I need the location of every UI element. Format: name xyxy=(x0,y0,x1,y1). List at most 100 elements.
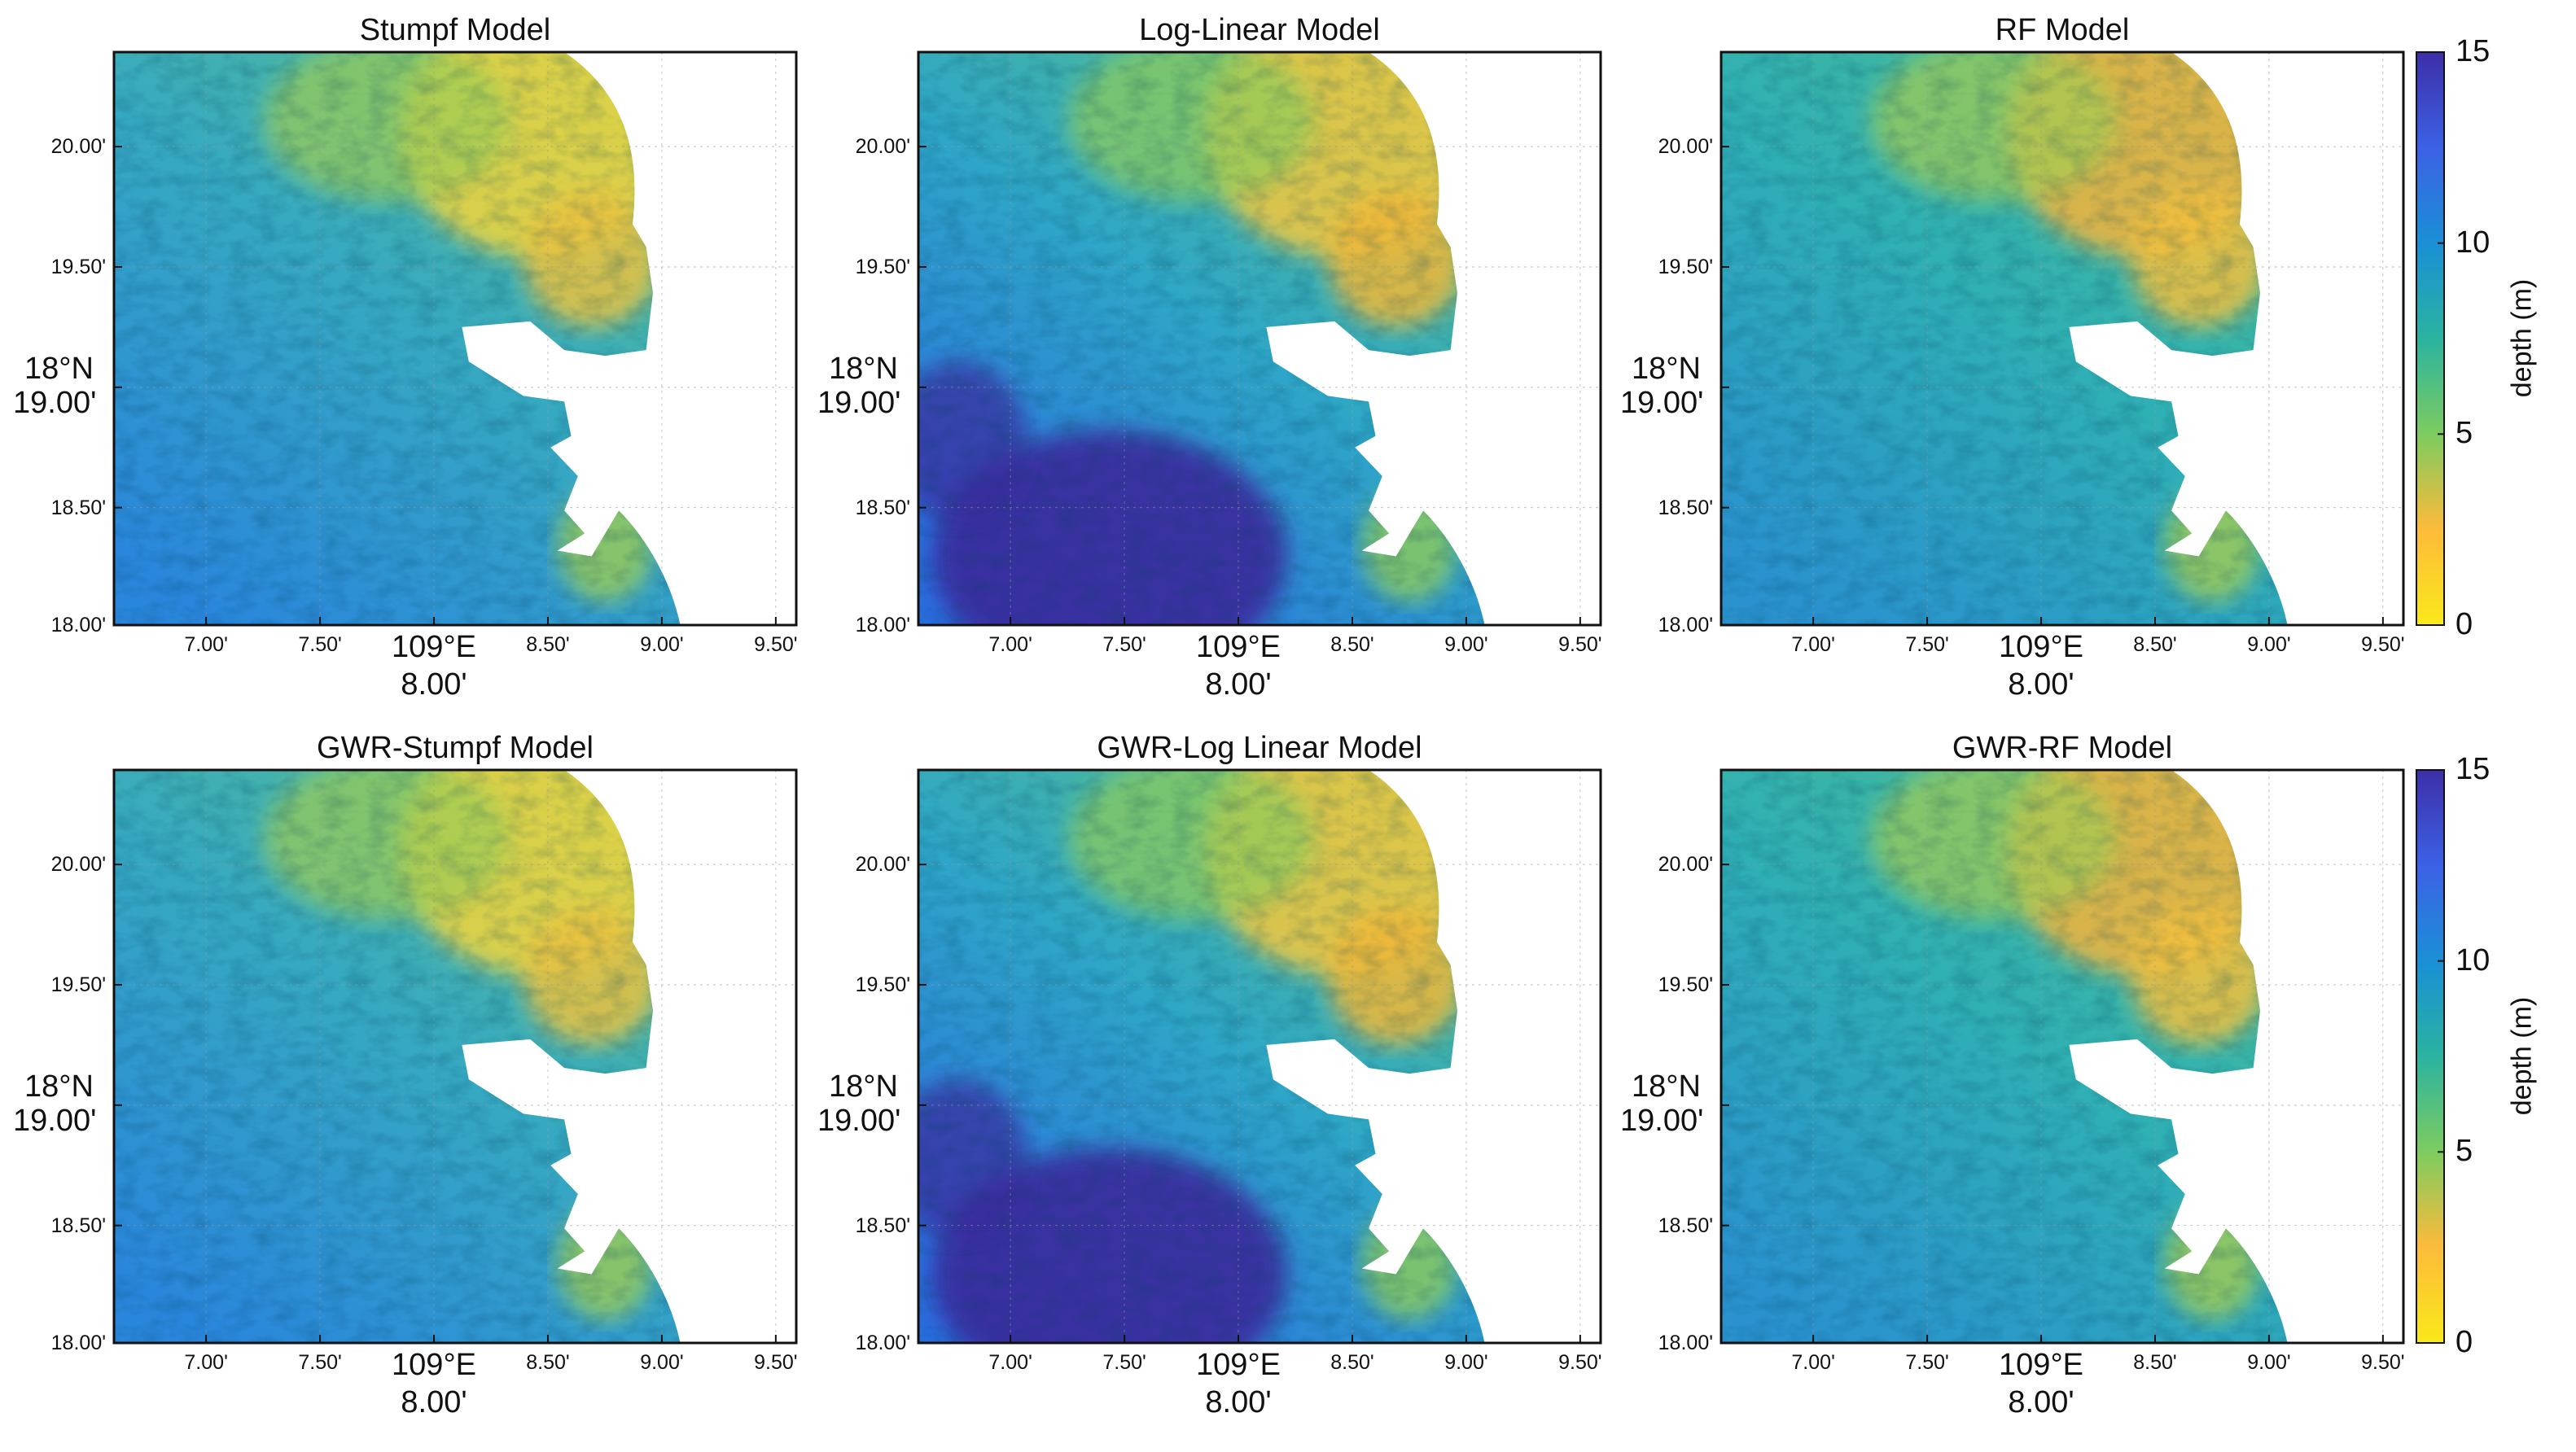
panel-frame xyxy=(1720,50,2405,627)
y-degree-label: 18°N xyxy=(1632,1069,1701,1104)
colorbar-tick-label: 5 xyxy=(2456,416,2473,451)
y-tick-label: 19.50' xyxy=(1658,256,1713,278)
y-tick-label: 19.50' xyxy=(855,256,910,278)
y-tick-label: 20.00' xyxy=(855,135,910,159)
y-tick-label: 18.00' xyxy=(50,1332,106,1354)
y-tick-label: 20.00' xyxy=(855,853,910,877)
x-tick-label: 9.50' xyxy=(1558,633,1602,656)
x-tick-label: 8.50' xyxy=(2133,633,2177,656)
y-degree-label: 18°N xyxy=(24,1069,94,1104)
panel-title: GWR-Log Linear Model xyxy=(1097,731,1422,765)
y-tick-label: 19.50' xyxy=(50,973,106,996)
x-tick-label: 9.00' xyxy=(1444,1351,1488,1374)
colorbar-tick-label: 5 xyxy=(2456,1134,2473,1169)
y-tick-label: 18.00' xyxy=(855,614,910,636)
x-tick-label: 7.50' xyxy=(298,633,342,656)
y-tick-label: 19.00' xyxy=(1620,1103,1704,1138)
panel-title: Log-Linear Model xyxy=(1139,13,1380,47)
y-tick-label: 19.00' xyxy=(1620,385,1704,420)
y-tick-label: 20.00' xyxy=(50,135,106,159)
y-degree-label: 18°N xyxy=(24,351,94,386)
x-tick-label: 8.00' xyxy=(1205,1385,1272,1419)
x-tick-label: 7.00' xyxy=(988,633,1032,656)
colorbar-tick-label: 15 xyxy=(2456,752,2491,786)
y-tick-label: 19.00' xyxy=(13,385,97,420)
panel-frame xyxy=(917,50,1602,627)
x-tick-label: 7.50' xyxy=(1905,633,1949,656)
map-panel-1 xyxy=(112,50,798,627)
x-tick-label: 7.50' xyxy=(1102,1351,1146,1374)
y-tick-label: 18.50' xyxy=(855,496,910,519)
map-panel-2 xyxy=(917,50,1602,627)
x-tick-label: 9.50' xyxy=(754,1351,798,1374)
colorbar-label: depth (m) xyxy=(2506,996,2538,1116)
y-tick-label: 18.50' xyxy=(1658,1214,1713,1237)
x-degree-label: 109°E xyxy=(1196,1348,1281,1382)
y-tick-label: 19.00' xyxy=(13,1103,97,1138)
x-tick-label: 9.00' xyxy=(640,633,684,656)
y-tick-label: 18.50' xyxy=(50,1214,106,1237)
map-panel-6 xyxy=(1720,768,2405,1345)
y-degree-label: 18°N xyxy=(829,1069,898,1104)
colorbar-label: depth (m) xyxy=(2506,278,2538,398)
x-tick-label: 7.00' xyxy=(1791,633,1835,656)
x-tick-label: 8.50' xyxy=(526,633,570,656)
x-degree-label: 109°E xyxy=(392,630,476,664)
x-tick-label: 8.00' xyxy=(401,1385,467,1419)
land-mask xyxy=(2069,770,2403,1343)
x-degree-label: 109°E xyxy=(1196,630,1281,664)
panel-title: Stumpf Model xyxy=(359,13,551,47)
x-tick-label: 9.00' xyxy=(2247,1351,2291,1374)
x-tick-label: 9.50' xyxy=(1558,1351,1602,1374)
x-tick-label: 8.00' xyxy=(401,667,467,702)
panel-frame xyxy=(112,50,798,627)
map-panel-4 xyxy=(112,768,798,1345)
map-panel-3 xyxy=(1720,50,2405,627)
map-panel-5 xyxy=(917,768,1602,1345)
x-degree-label: 109°E xyxy=(1999,630,2083,664)
y-degree-label: 18°N xyxy=(1632,351,1701,386)
x-tick-label: 7.00' xyxy=(988,1351,1032,1374)
x-tick-label: 9.00' xyxy=(640,1351,684,1374)
land-mask xyxy=(462,52,796,625)
land-mask xyxy=(1266,52,1601,625)
panel-frame xyxy=(112,768,798,1345)
y-tick-label: 20.00' xyxy=(50,853,106,877)
y-tick-label: 18.50' xyxy=(855,1214,910,1237)
y-degree-label: 18°N xyxy=(829,351,898,386)
x-tick-label: 8.50' xyxy=(1330,1351,1374,1374)
x-tick-label: 7.00' xyxy=(184,1351,228,1374)
y-tick-label: 20.00' xyxy=(1658,135,1713,159)
x-tick-label: 7.50' xyxy=(1102,633,1146,656)
x-tick-label: 8.00' xyxy=(1205,667,1272,702)
x-tick-label: 9.50' xyxy=(754,633,798,656)
colorbar-tick-label: 15 xyxy=(2456,34,2491,68)
panel-title: GWR-RF Model xyxy=(1952,731,2173,765)
y-tick-label: 18.00' xyxy=(1658,1332,1713,1354)
x-degree-label: 109°E xyxy=(392,1348,476,1382)
y-tick-label: 18.00' xyxy=(50,614,106,636)
x-tick-label: 8.50' xyxy=(2133,1351,2177,1374)
panel-title: GWR-Stumpf Model xyxy=(317,731,594,765)
x-tick-label: 8.00' xyxy=(2008,667,2074,702)
x-tick-label: 8.00' xyxy=(2008,1385,2074,1419)
y-tick-label: 19.50' xyxy=(50,256,106,278)
colorbar-tick-label: 0 xyxy=(2456,1325,2473,1359)
x-tick-label: 8.50' xyxy=(526,1351,570,1374)
x-tick-label: 7.00' xyxy=(1791,1351,1835,1374)
y-tick-label: 19.00' xyxy=(817,1103,901,1138)
colorbar-tick-label: 10 xyxy=(2456,225,2491,260)
y-tick-label: 18.00' xyxy=(855,1332,910,1354)
y-tick-label: 18.50' xyxy=(1658,496,1713,519)
x-tick-label: 9.00' xyxy=(1444,633,1488,656)
panel-frame xyxy=(1720,768,2405,1345)
x-tick-label: 7.50' xyxy=(298,1351,342,1374)
x-tick-label: 9.00' xyxy=(2247,633,2291,656)
colorbar-2 xyxy=(2416,769,2445,1344)
land-mask xyxy=(1266,770,1601,1343)
colorbar-tick-label: 0 xyxy=(2456,607,2473,641)
land-mask xyxy=(2069,52,2403,625)
panel-title: RF Model xyxy=(1995,13,2130,47)
